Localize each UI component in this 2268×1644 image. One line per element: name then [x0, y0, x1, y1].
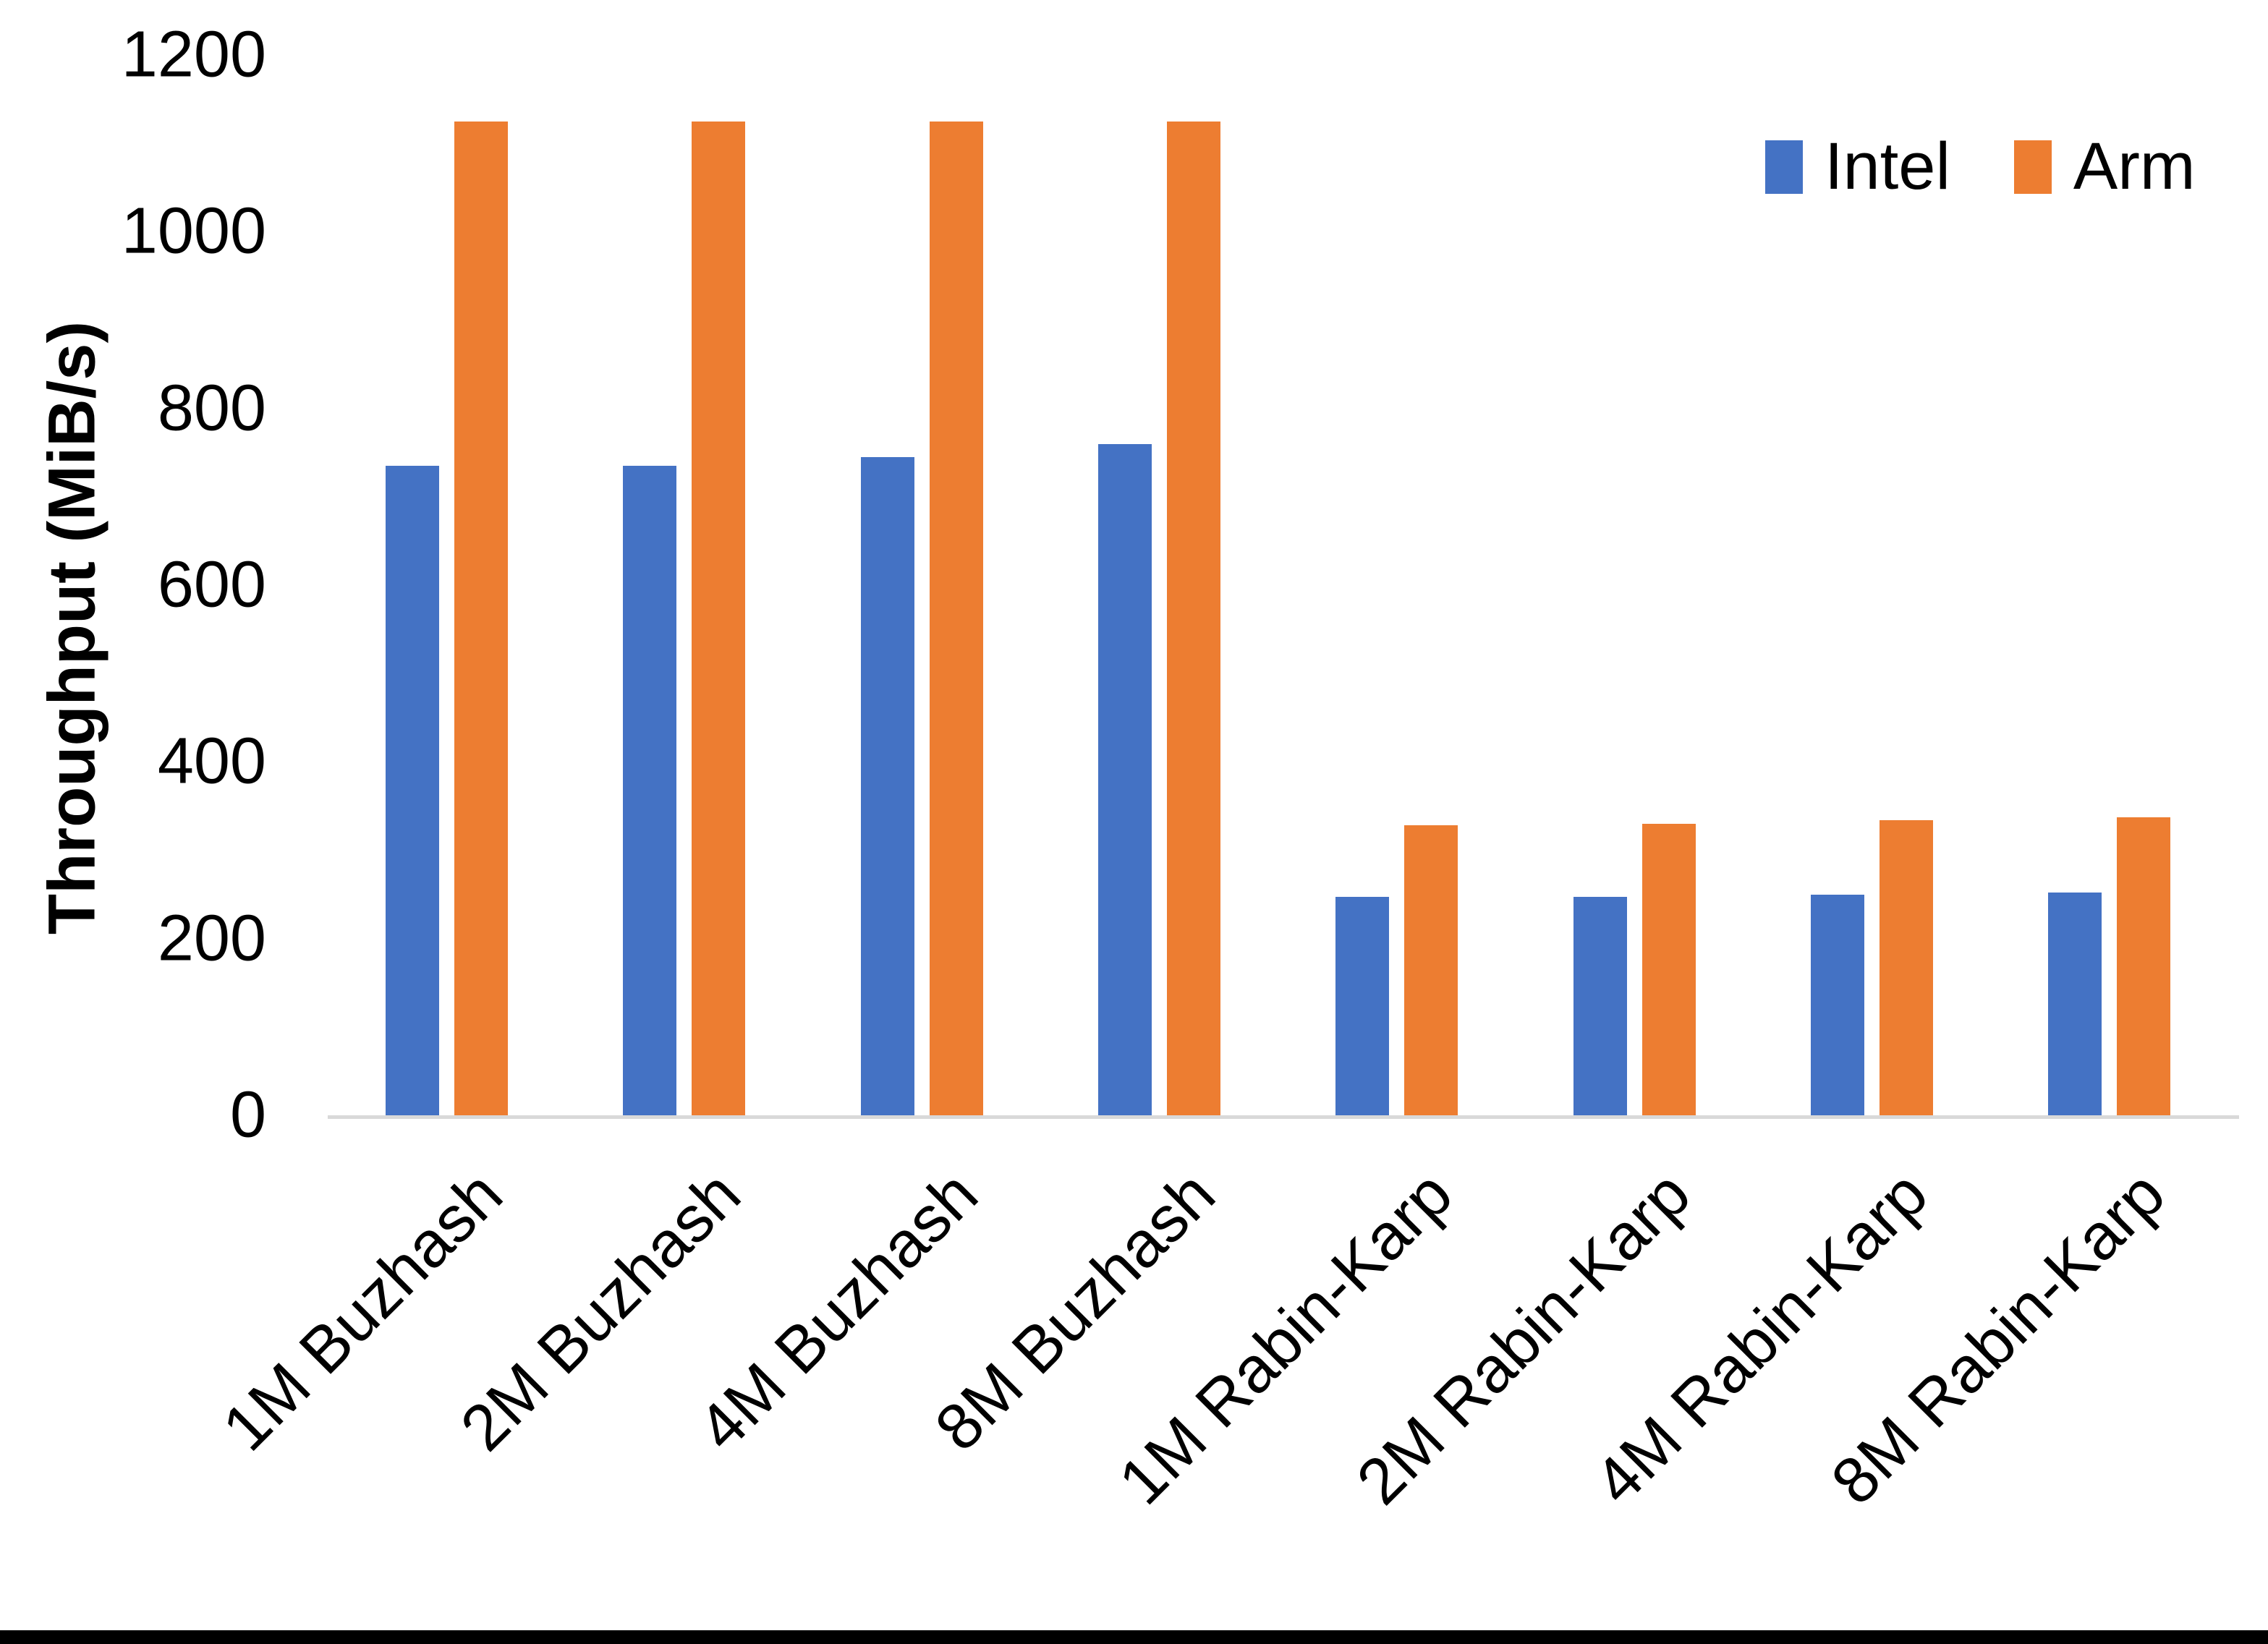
bar-intel-4m-rabin-karp [1810, 895, 1864, 1115]
legend-swatch-intel [1765, 140, 1803, 194]
legend: Intel Arm [1765, 129, 2196, 205]
y-tick-label-1000: 1000 [121, 195, 266, 268]
y-tick-label-800: 800 [157, 372, 266, 445]
bar-arm-1m-buzhash [454, 122, 508, 1115]
y-tick-label-600: 600 [157, 548, 266, 621]
legend-label-arm: Arm [2073, 129, 2196, 203]
y-tick-label-0: 0 [229, 1078, 266, 1151]
bar-intel-1m-buzhash [386, 466, 439, 1115]
bar-arm-8m-rabin-karp [2117, 817, 2171, 1115]
bar-intel-8m-buzhash [1097, 444, 1152, 1115]
y-tick-label-200: 200 [157, 902, 266, 975]
bottom-border-bar [0, 1630, 2268, 1644]
bar-arm-8m-buzhash [1166, 122, 1220, 1115]
legend-item-arm: Arm [2013, 129, 2196, 205]
y-tick-label-1200: 1200 [121, 18, 266, 91]
legend-item-intel: Intel [1765, 129, 1950, 205]
bar-intel-4m-buzhash [860, 457, 914, 1115]
bar-arm-4m-buzhash [929, 122, 983, 1115]
bar-intel-2m-rabin-karp [1573, 897, 1627, 1115]
bar-arm-1m-rabin-karp [1404, 825, 1458, 1115]
bar-arm-2m-buzhash [692, 122, 746, 1115]
bar-intel-1m-rabin-karp [1335, 897, 1390, 1115]
legend-swatch-arm [2013, 140, 2052, 194]
legend-label-intel: Intel [1825, 129, 1950, 203]
bar-intel-2m-buzhash [623, 466, 677, 1115]
plot-area [328, 55, 2239, 1119]
bar-arm-2m-rabin-karp [1641, 824, 1696, 1115]
bar-arm-4m-rabin-karp [1879, 820, 1933, 1115]
y-tick-label-400: 400 [157, 725, 266, 798]
bar-intel-8m-rabin-karp [2048, 893, 2102, 1115]
